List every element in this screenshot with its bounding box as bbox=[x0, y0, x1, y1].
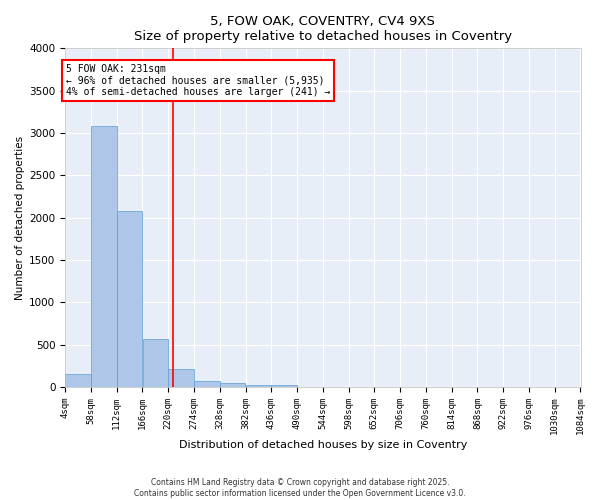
Bar bbox=[271, 386, 297, 387]
Bar bbox=[220, 383, 245, 387]
X-axis label: Distribution of detached houses by size in Coventry: Distribution of detached houses by size … bbox=[179, 440, 467, 450]
Bar bbox=[194, 380, 220, 387]
Text: Contains HM Land Registry data © Crown copyright and database right 2025.
Contai: Contains HM Land Registry data © Crown c… bbox=[134, 478, 466, 498]
Bar bbox=[143, 339, 168, 387]
Bar bbox=[65, 374, 91, 387]
Bar bbox=[91, 126, 116, 387]
Y-axis label: Number of detached properties: Number of detached properties bbox=[15, 136, 25, 300]
Bar bbox=[117, 211, 142, 387]
Bar bbox=[245, 386, 271, 387]
Text: 5 FOW OAK: 231sqm
← 96% of detached houses are smaller (5,935)
4% of semi-detach: 5 FOW OAK: 231sqm ← 96% of detached hous… bbox=[66, 64, 331, 97]
Title: 5, FOW OAK, COVENTRY, CV4 9XS
Size of property relative to detached houses in Co: 5, FOW OAK, COVENTRY, CV4 9XS Size of pr… bbox=[134, 15, 512, 43]
Bar bbox=[169, 370, 194, 387]
